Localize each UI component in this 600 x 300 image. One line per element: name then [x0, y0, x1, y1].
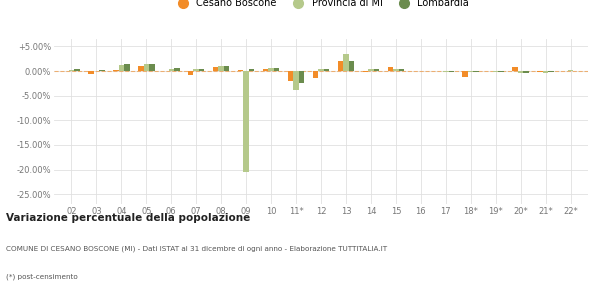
Bar	[199, 69, 205, 71]
Bar	[499, 71, 504, 72]
Bar	[424, 70, 429, 71]
Bar	[244, 71, 249, 172]
Bar	[512, 67, 518, 71]
Bar	[548, 71, 554, 73]
Bar	[124, 64, 130, 71]
Bar	[374, 69, 379, 71]
Bar	[238, 70, 244, 71]
Bar	[268, 68, 274, 71]
Bar	[174, 68, 179, 71]
Bar	[263, 69, 268, 71]
Bar	[368, 69, 374, 71]
Bar	[88, 71, 94, 74]
Bar	[568, 70, 573, 71]
Bar	[288, 71, 293, 81]
Bar	[538, 71, 543, 73]
Bar	[119, 64, 124, 71]
Bar	[218, 66, 224, 71]
Bar	[69, 70, 74, 71]
Bar	[493, 71, 499, 73]
Bar	[573, 70, 579, 71]
Bar	[274, 68, 280, 71]
Bar	[324, 69, 329, 71]
Bar	[313, 71, 318, 78]
Bar	[299, 71, 304, 83]
Bar	[338, 61, 343, 71]
Bar	[349, 61, 354, 71]
Text: Variazione percentuale della popolazione: Variazione percentuale della popolazione	[6, 213, 250, 223]
Bar	[393, 69, 398, 71]
Bar	[249, 69, 254, 71]
Bar	[518, 71, 523, 74]
Bar	[343, 54, 349, 71]
Bar	[543, 71, 548, 73]
Bar	[149, 64, 155, 71]
Bar	[398, 69, 404, 71]
Bar	[388, 67, 393, 71]
Bar	[99, 70, 104, 71]
Bar	[113, 70, 119, 71]
Bar	[169, 69, 174, 71]
Legend: Cesano Boscone, Provincia di MI, Lombardia: Cesano Boscone, Provincia di MI, Lombard…	[169, 0, 473, 12]
Bar	[224, 66, 229, 71]
Bar	[138, 66, 143, 71]
Bar	[318, 69, 324, 71]
Bar	[74, 69, 80, 71]
Text: COMUNE DI CESANO BOSCONE (MI) - Dati ISTAT al 31 dicembre di ogni anno - Elabora: COMUNE DI CESANO BOSCONE (MI) - Dati IST…	[6, 246, 387, 253]
Bar	[143, 64, 149, 71]
Bar	[188, 71, 193, 75]
Bar	[523, 71, 529, 73]
Bar	[193, 69, 199, 71]
Bar	[463, 71, 468, 77]
Text: (*) post-censimento: (*) post-censimento	[6, 273, 78, 280]
Bar	[293, 71, 299, 90]
Bar	[213, 67, 218, 71]
